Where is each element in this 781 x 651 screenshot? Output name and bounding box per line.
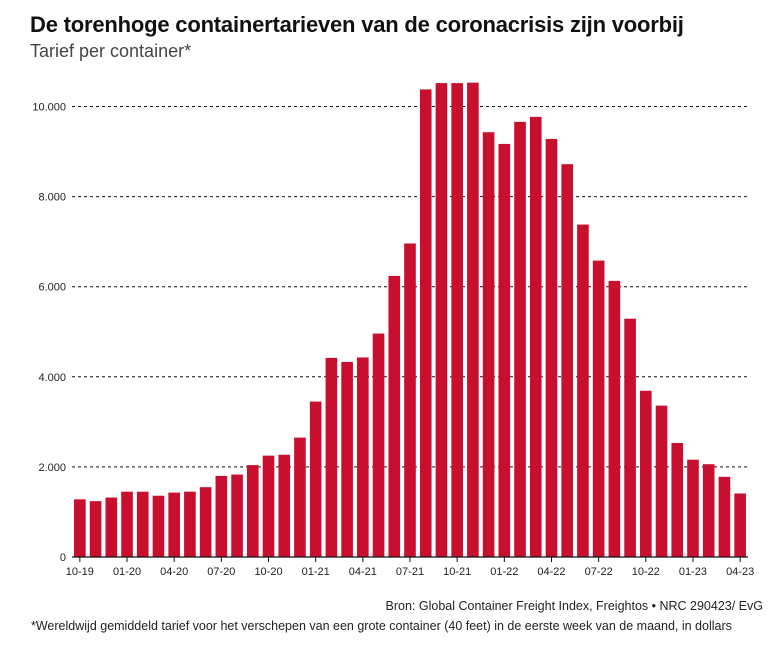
x-tick-label: 10-19 [66,566,94,578]
bar-04-20 [168,492,180,557]
bar-12-19 [105,497,118,557]
bar-09-21 [435,83,448,557]
bar-07-22 [592,260,605,557]
bar-10-19 [74,499,86,557]
x-tick-label: 04-23 [726,566,754,578]
bar-04-23 [734,493,746,557]
bar-12-20 [294,437,306,557]
bar-10-21 [451,83,463,557]
x-tick-label: 10-21 [443,566,471,578]
y-tick-label: 6.000 [38,282,66,294]
bar-10-22 [640,390,652,557]
x-tick-label: 01-23 [679,566,707,578]
bar-06-22 [577,224,589,558]
source-credit: Bron: Global Container Freight Index, Fr… [385,599,763,613]
bar-02-21 [325,357,338,557]
bar-03-20 [152,495,165,557]
x-tick-label: 07-20 [207,566,235,578]
chart-subtitle: Tarief per container* [30,41,192,61]
bar-08-20 [231,474,243,557]
bar-10-20 [262,455,275,557]
bar-chart: 0 2.000 4.000 6.000 8.000 10.000 10-19 01-20 04-… [32,82,754,578]
bar-08-22 [608,280,621,557]
bar-11-19 [89,501,102,557]
bar-05-22 [561,164,574,557]
x-tick-label: 01-21 [302,566,330,578]
bar-03-23 [718,476,731,557]
footnote: *Wereldwijd gemiddeld tarief voor het ve… [31,619,732,633]
x-tick-label: 04-20 [160,566,188,578]
bar-01-21 [309,401,322,557]
x-tick-label: 07-21 [396,566,424,578]
bar-05-21 [372,333,385,557]
bar-06-21 [388,275,401,557]
bar-07-20 [215,475,228,557]
x-tick-label: 04-22 [537,566,565,578]
bar-12-21 [482,132,495,557]
bar-12-22 [671,443,684,557]
x-tick-label: 01-20 [113,566,141,578]
x-tick-label: 01-22 [490,566,518,578]
bar-11-20 [278,454,291,557]
chart-title: De torenhoge containertarieven van de co… [30,12,684,37]
x-tick-label: 10-22 [632,566,660,578]
bar-09-20 [246,465,259,557]
y-tick-label: 10.000 [32,102,66,114]
bar-02-22 [514,121,526,557]
bar-09-22 [624,318,636,557]
x-tick-label: 07-22 [585,566,613,578]
axis-layer: 0 2.000 4.000 6.000 8.000 10.000 10-19 01-20 04-… [32,102,754,578]
bar-06-20 [199,487,212,557]
x-tick-label: 10-20 [254,566,282,578]
y-tick-label: 8.000 [38,192,66,204]
bar-01-23 [687,459,699,557]
bar-04-21 [357,357,369,557]
bar-02-23 [702,464,715,557]
bar-03-21 [341,361,353,557]
bar-01-20 [121,491,133,557]
y-tick-label: 0 [60,552,66,564]
bar-03-22 [529,116,542,557]
bar-05-20 [184,491,196,557]
bar-11-21 [467,82,479,558]
bar-07-21 [404,243,416,557]
bar-11-22 [655,405,668,557]
bar-layer [74,82,746,558]
x-tick-label: 04-21 [349,566,377,578]
bar-04-22 [545,138,558,557]
bar-08-21 [419,89,432,557]
y-tick-label: 4.000 [38,372,66,384]
bar-01-22 [498,143,511,557]
y-tick-label: 2.000 [38,462,66,474]
bar-02-20 [136,491,149,557]
